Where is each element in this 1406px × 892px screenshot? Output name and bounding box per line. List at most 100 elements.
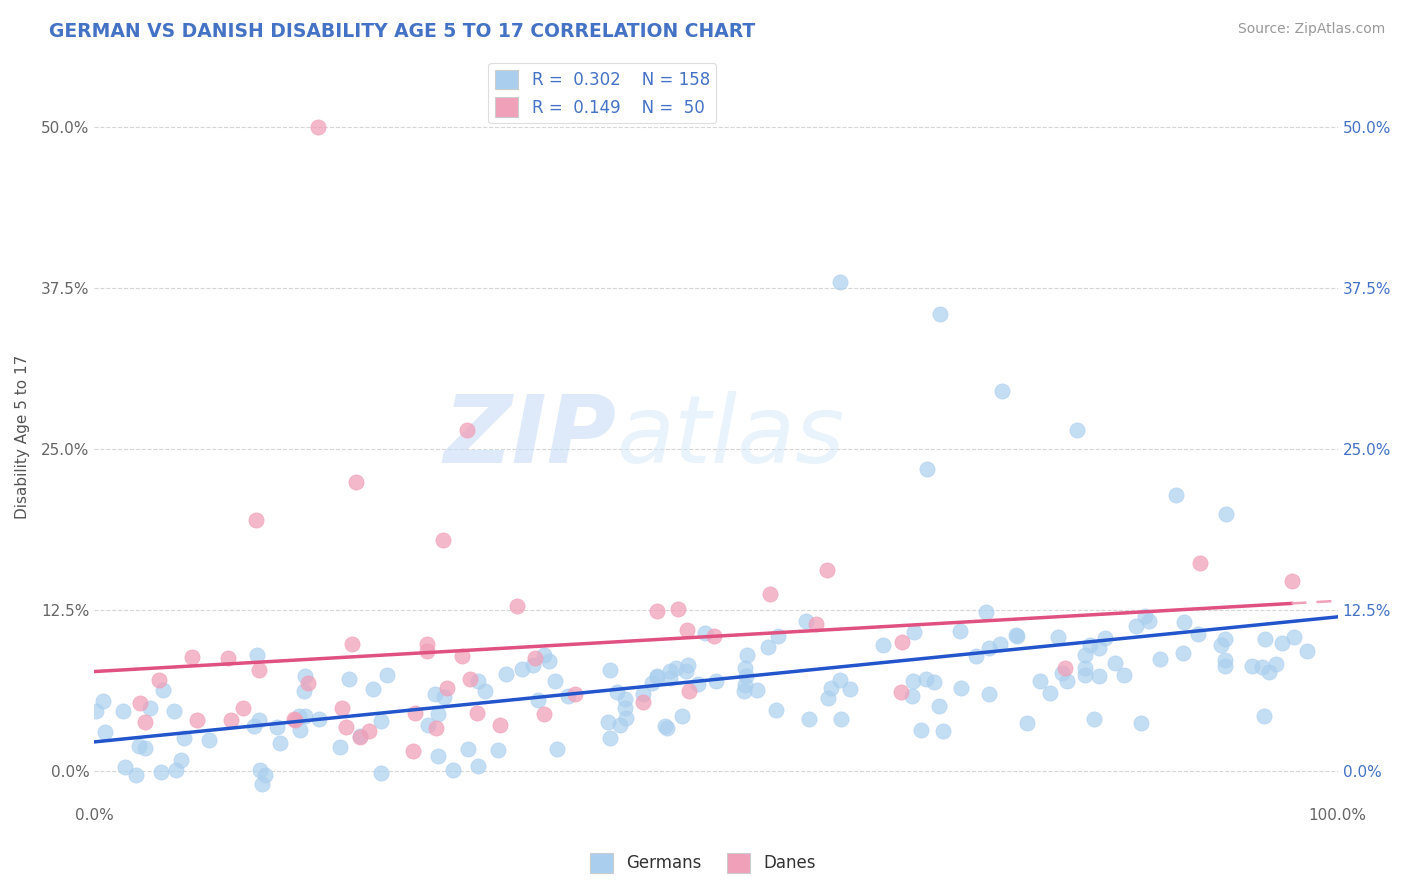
Point: [820, 681, 842, 695]
Point: [1056, 674, 1078, 689]
Point: [250, 777, 273, 791]
Point: [416, 636, 439, 650]
Point: [139, 701, 162, 715]
Point: [815, 563, 838, 577]
Point: [1211, 638, 1233, 652]
Point: [949, 681, 972, 696]
Point: [114, 759, 136, 773]
Point: [655, 721, 678, 735]
Point: [766, 629, 789, 643]
Point: [890, 685, 912, 699]
Point: [1271, 636, 1294, 650]
Point: [564, 687, 586, 701]
Point: [84, 704, 107, 718]
Point: [734, 660, 756, 674]
Point: [806, 617, 828, 632]
Point: [232, 700, 254, 714]
Point: [599, 663, 621, 677]
Point: [465, 706, 488, 720]
Text: Source: ZipAtlas.com: Source: ZipAtlas.com: [1237, 22, 1385, 37]
Point: [402, 744, 425, 758]
Point: [1114, 668, 1136, 682]
Point: [370, 714, 392, 728]
Point: [678, 684, 700, 698]
Point: [486, 743, 509, 757]
Point: [797, 712, 820, 726]
Point: [427, 707, 450, 722]
Point: [645, 669, 668, 683]
Point: [928, 307, 950, 321]
Point: [1137, 615, 1160, 629]
Point: [474, 684, 496, 698]
Point: [614, 701, 637, 715]
Point: [977, 640, 1000, 655]
Point: [128, 739, 150, 754]
Point: [910, 723, 932, 737]
Point: [125, 768, 148, 782]
Point: [375, 668, 398, 682]
Point: [1135, 609, 1157, 624]
Point: [456, 423, 478, 437]
Point: [688, 677, 710, 691]
Point: [917, 461, 939, 475]
Point: [988, 637, 1011, 651]
Point: [704, 673, 727, 688]
Point: [247, 713, 270, 727]
Point: [290, 723, 312, 737]
Point: [1039, 686, 1062, 700]
Point: [671, 709, 693, 723]
Point: [1083, 712, 1105, 726]
Point: [450, 648, 472, 663]
Point: [527, 693, 550, 707]
Point: [425, 721, 447, 735]
Point: [433, 690, 456, 705]
Point: [734, 678, 756, 692]
Point: [1074, 661, 1097, 675]
Y-axis label: Disability Age 5 to 17: Disability Age 5 to 17: [15, 354, 30, 518]
Point: [1215, 507, 1237, 521]
Point: [1241, 659, 1264, 673]
Point: [915, 672, 938, 686]
Text: atlas: atlas: [617, 391, 845, 482]
Point: [640, 675, 662, 690]
Point: [928, 699, 950, 714]
Point: [1004, 628, 1026, 642]
Point: [152, 683, 174, 698]
Point: [247, 663, 270, 677]
Point: [599, 731, 621, 745]
Point: [733, 684, 755, 698]
Point: [1078, 638, 1101, 652]
Point: [283, 712, 305, 726]
Point: [242, 718, 264, 732]
Point: [903, 673, 925, 688]
Point: [645, 603, 668, 617]
Point: [1094, 631, 1116, 645]
Legend: R =  0.302    N = 158, R =  0.149    N =  50: R = 0.302 N = 158, R = 0.149 N = 50: [488, 63, 717, 123]
Point: [297, 676, 319, 690]
Point: [426, 749, 449, 764]
Point: [665, 661, 688, 675]
Point: [1029, 673, 1052, 688]
Point: [524, 650, 547, 665]
Point: [693, 626, 716, 640]
Point: [1189, 556, 1212, 570]
Point: [165, 763, 187, 777]
Point: [1173, 615, 1195, 630]
Point: [1125, 618, 1147, 632]
Point: [675, 664, 697, 678]
Point: [307, 120, 329, 135]
Point: [830, 673, 852, 688]
Text: ZIP: ZIP: [444, 391, 617, 483]
Point: [765, 703, 787, 717]
Point: [489, 717, 512, 731]
Point: [340, 637, 363, 651]
Point: [735, 648, 758, 663]
Point: [1187, 626, 1209, 640]
Point: [506, 599, 529, 613]
Point: [425, 687, 447, 701]
Point: [922, 674, 945, 689]
Point: [467, 759, 489, 773]
Point: [173, 731, 195, 745]
Point: [1066, 423, 1088, 437]
Point: [93, 725, 115, 739]
